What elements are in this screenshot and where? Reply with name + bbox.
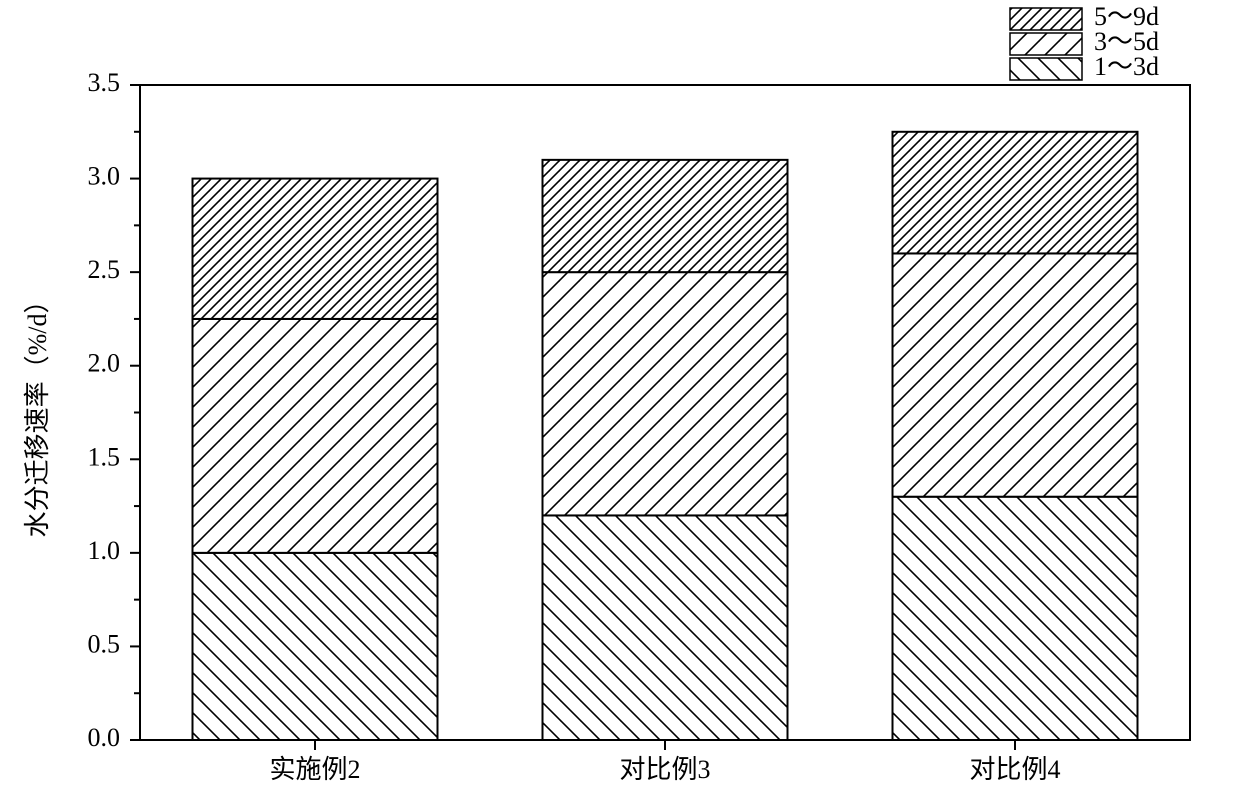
ytick-label: 1.0 — [88, 536, 121, 565]
chart-container: 0.0 0.5 1.0 1.5 2.0 2.5 3.0 3.5 水分迁移速率（%/d） 实施例2 对… — [0, 0, 1240, 806]
ytick-label: 2.0 — [88, 349, 121, 378]
y-axis-label: 水分迁移速率（%/d） — [23, 288, 52, 538]
bar-segment-1-3d — [543, 515, 788, 740]
bar-segment-5-9d — [193, 179, 438, 319]
bar-segment-3-5d — [543, 272, 788, 515]
bar-segment-3-5d — [193, 319, 438, 553]
ytick-label: 2.5 — [88, 255, 121, 284]
ytick-label: 1.5 — [88, 442, 121, 471]
bar-segment-5-9d — [543, 160, 788, 272]
legend-label-1-3d: 1～3d — [1094, 52, 1159, 81]
ytick-label: 0.0 — [88, 723, 121, 752]
category-label: 对比例4 — [969, 755, 1060, 784]
legend-swatch-1-3d — [1010, 58, 1082, 80]
bar-segment-5-9d — [893, 132, 1138, 254]
bar-segment-3-5d — [893, 253, 1138, 496]
legend-swatch-5-9d — [1010, 8, 1082, 30]
stacked-bar-chart: 0.0 0.5 1.0 1.5 2.0 2.5 3.0 3.5 水分迁移速率（%/d） 实施例2 对… — [0, 0, 1240, 806]
ytick-label: 3.0 — [88, 162, 121, 191]
bar-segment-1-3d — [193, 553, 438, 740]
ytick-label: 3.5 — [88, 68, 121, 97]
category-label: 实施例2 — [269, 755, 360, 784]
legend-swatch-3-5d — [1010, 33, 1082, 55]
bar-segment-1-3d — [893, 497, 1138, 740]
category-label: 对比例3 — [619, 755, 710, 784]
ytick-label: 0.5 — [88, 629, 121, 658]
